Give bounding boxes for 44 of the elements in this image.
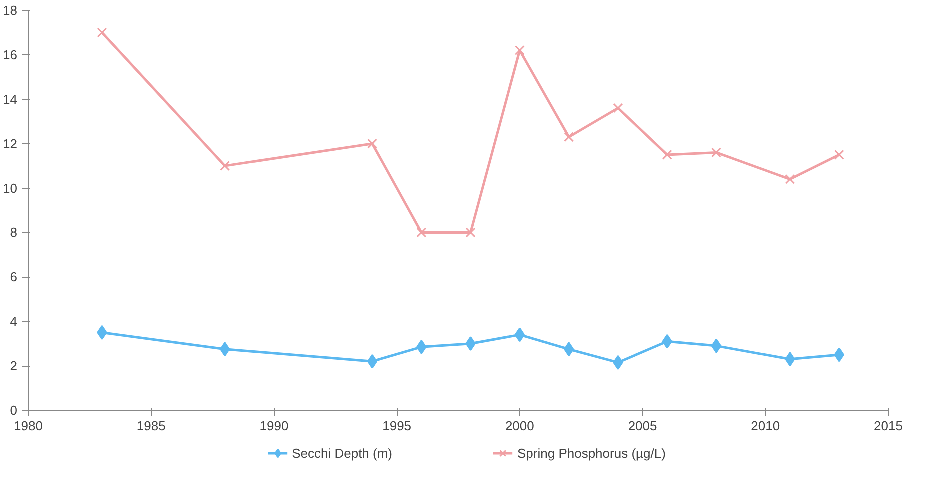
- x-tick-label: 2000: [505, 418, 534, 434]
- point: [97, 325, 108, 340]
- y-tick-label: 0: [10, 403, 18, 418]
- x-tick-label: 2005: [628, 418, 658, 434]
- point: [514, 328, 526, 342]
- y-tick-label: 14: [3, 92, 18, 107]
- point: [564, 342, 574, 357]
- point: [466, 336, 476, 352]
- point: [662, 334, 672, 349]
- point: [834, 150, 844, 160]
- point: [466, 228, 476, 238]
- y-tick-label: 12: [3, 136, 18, 152]
- point: [416, 340, 427, 354]
- point: [785, 174, 796, 184]
- y-tick-label: 8: [10, 225, 18, 240]
- point: [785, 352, 796, 367]
- legend-label: Secchi Depth (m): [292, 446, 393, 460]
- point: [97, 28, 108, 38]
- x-tick-label: 1990: [260, 418, 289, 434]
- point: [564, 132, 574, 142]
- point: [367, 354, 378, 369]
- point: [514, 46, 525, 56]
- point: [220, 342, 230, 357]
- y-tick-label: 6: [10, 270, 18, 285]
- legend-label: Spring Phosphorus (µg/L): [518, 446, 666, 460]
- y-tick-label: 18: [3, 3, 18, 18]
- y-tick-label: 16: [3, 47, 18, 62]
- y-tick-label: 10: [3, 180, 18, 196]
- x-tick-label: 2010: [751, 418, 780, 434]
- point: [368, 138, 378, 149]
- point: [613, 103, 624, 114]
- x-tick-label: 2015: [874, 418, 903, 434]
- y-tick-label: 2: [10, 358, 18, 374]
- point: [613, 355, 624, 370]
- x-tick-label: 1995: [382, 418, 412, 434]
- point: [416, 228, 427, 238]
- x-tick-label: 1985: [136, 418, 166, 434]
- point: [220, 161, 230, 172]
- point: [662, 150, 672, 160]
- point: [834, 348, 844, 362]
- x-tick-label: 1980: [14, 418, 43, 434]
- point: [712, 148, 722, 158]
- point: [711, 338, 722, 354]
- y-tick-label: 4: [10, 314, 18, 330]
